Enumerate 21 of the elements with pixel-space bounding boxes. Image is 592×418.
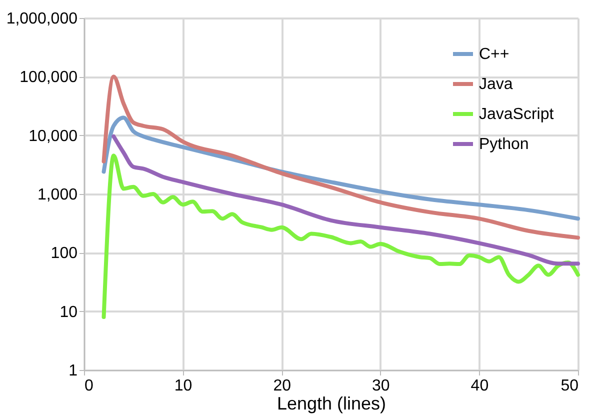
x-tick-label: 30 <box>372 378 390 394</box>
y-tick-label: 1 <box>68 362 78 380</box>
y-tick-label: 1,000 <box>37 186 78 204</box>
legend-label: JavaScript <box>479 106 554 123</box>
y-tick-label: 10,000 <box>28 128 78 145</box>
line-series <box>102 154 580 320</box>
x-tick-label: 40 <box>470 378 489 394</box>
line-series <box>102 74 580 240</box>
y-tick-label: 100 <box>50 245 78 262</box>
legend-label: Python <box>479 136 529 153</box>
x-tick-label: 20 <box>273 378 292 394</box>
x-tick-label: 0 <box>84 378 94 394</box>
line-series <box>112 134 580 266</box>
legend-label: C++ <box>479 46 510 63</box>
y-tick-label: 100,000 <box>20 69 78 86</box>
legend-label: Java <box>479 76 513 93</box>
y-tick-label: 1,000,000 <box>6 10 78 28</box>
y-tick-label: 10 <box>60 304 78 321</box>
x-axis-title: Length (lines) <box>276 394 386 414</box>
x-tick-label: 50 <box>560 378 579 394</box>
x-tick-label: 10 <box>174 378 192 394</box>
